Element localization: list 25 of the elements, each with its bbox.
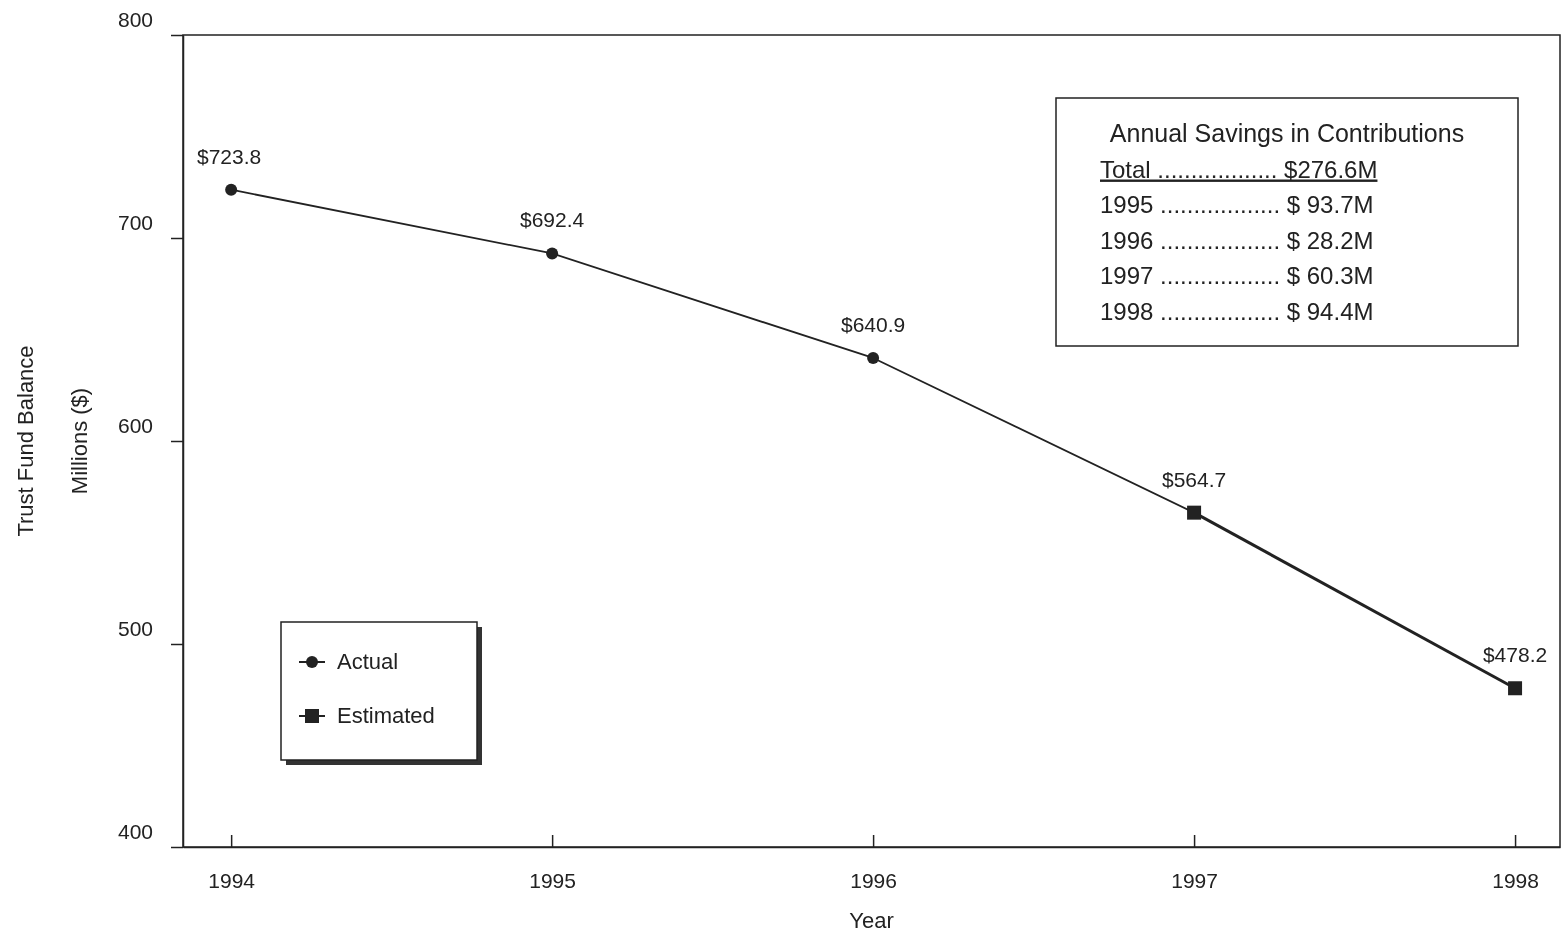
- data-label: $564.7: [1161, 467, 1227, 491]
- data-label: $478.2: [1482, 643, 1548, 667]
- y-tick-label: 600: [117, 414, 153, 438]
- x-tick-label: 1997: [1171, 868, 1218, 892]
- x-tick-label: 1996: [850, 868, 897, 892]
- y-tick-label: 500: [117, 617, 153, 641]
- x-tick-label: 1994: [208, 868, 256, 892]
- legend-label: Actual: [337, 649, 399, 674]
- y-tick-label: 400: [117, 820, 153, 844]
- annotation: 1997 .................. $ 60.3M: [1100, 262, 1374, 289]
- data-label: $692.4: [520, 208, 585, 232]
- annotation: 1995 .................. $ 93.7M: [1100, 191, 1374, 218]
- y-tick-label: 800: [117, 8, 153, 32]
- legend-label: Estimated: [337, 703, 435, 728]
- y-tick-label: 700: [117, 211, 153, 235]
- x-tick-label: 1998: [1492, 868, 1539, 892]
- data-label: $723.8: [197, 144, 262, 168]
- annotation: Annual Savings in Contributions: [1109, 119, 1465, 147]
- annotation: 1998 .................. $ 94.4M: [1100, 297, 1374, 325]
- annotation: Total .................. $276.6M: [1100, 155, 1378, 183]
- text: Trust Fund Balance Millions ($): [13, 345, 92, 537]
- x-axis-title: Year: [849, 908, 894, 933]
- annotation: 1996 .................. $ 28.2M: [1100, 226, 1374, 254]
- data-label: $640.9: [840, 312, 906, 336]
- x-tick-label: 1995: [529, 868, 576, 892]
